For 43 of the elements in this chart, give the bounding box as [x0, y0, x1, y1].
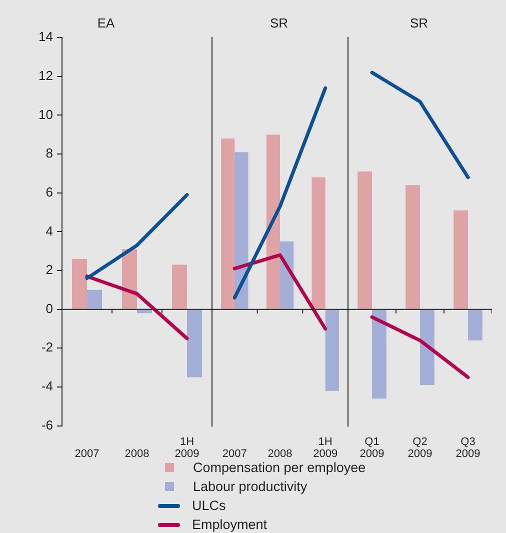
bar [72, 258, 87, 309]
y-tick-label: 6 [46, 184, 53, 200]
y-tick-label: 8 [46, 146, 53, 161]
bar [172, 264, 187, 309]
bar [234, 152, 248, 309]
chart-title: SR [410, 15, 428, 30]
bar [266, 134, 280, 309]
bar [358, 172, 372, 309]
bar [221, 138, 235, 309]
y-tick-label: -6 [41, 417, 53, 432]
x-tick-label: Q2 2009 [408, 436, 432, 460]
bar [187, 310, 202, 378]
y-tick-label: 4 [46, 223, 53, 238]
y-tick-label: 14 [38, 29, 53, 44]
legend-label: Employment [192, 517, 268, 532]
legend-label: ULCs [192, 498, 226, 513]
x-tick-label: 1H 2009 [174, 436, 200, 460]
y-tick-label: 2 [46, 262, 53, 278]
x-tick-label: Q3 2009 [456, 436, 480, 460]
bar [87, 290, 102, 309]
y-tick-label: 12 [38, 68, 53, 83]
bar [280, 241, 294, 309]
x-tick-label: 2007 [222, 448, 247, 460]
y-tick-label: -2 [41, 340, 53, 355]
bar [420, 310, 434, 386]
chart-title: EA [97, 15, 115, 30]
bar [325, 310, 339, 391]
bar [454, 210, 468, 309]
x-tick-label: 1H 2009 [313, 436, 338, 460]
x-tick-label: 2007 [74, 448, 100, 460]
bar [406, 185, 420, 309]
y-tick-label: 0 [46, 300, 53, 316]
x-tick-label: 2008 [268, 448, 292, 460]
legend-label: Compensation per employee [193, 460, 366, 475]
bar [372, 310, 386, 399]
y-tick-label: -4 [41, 378, 53, 394]
chart-title: SR [270, 15, 288, 30]
bar [312, 177, 326, 309]
bar [468, 310, 482, 340]
legend-label: Labour productivity [193, 479, 308, 494]
x-tick-label: 2008 [124, 448, 150, 460]
y-tick-label: 10 [38, 106, 53, 122]
x-tick-label: Q1 2009 [360, 436, 384, 460]
